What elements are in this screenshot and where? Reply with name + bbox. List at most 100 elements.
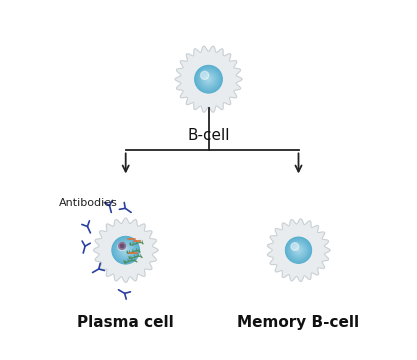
Circle shape — [120, 245, 131, 256]
Circle shape — [115, 240, 136, 261]
Circle shape — [125, 249, 127, 251]
Circle shape — [116, 240, 136, 260]
Polygon shape — [267, 219, 330, 282]
Circle shape — [289, 240, 309, 260]
Circle shape — [205, 76, 212, 82]
Circle shape — [298, 250, 299, 251]
Circle shape — [119, 243, 133, 257]
Circle shape — [289, 241, 308, 260]
Circle shape — [290, 242, 307, 259]
Circle shape — [118, 242, 134, 258]
Polygon shape — [93, 218, 158, 282]
Circle shape — [121, 246, 130, 255]
Circle shape — [296, 247, 301, 253]
Circle shape — [291, 243, 305, 257]
Circle shape — [120, 244, 124, 248]
Circle shape — [200, 71, 217, 87]
Circle shape — [125, 250, 126, 251]
Circle shape — [203, 73, 214, 85]
Circle shape — [296, 248, 301, 253]
Circle shape — [124, 249, 127, 252]
Circle shape — [291, 242, 306, 258]
Circle shape — [207, 78, 210, 81]
Circle shape — [123, 247, 128, 253]
Circle shape — [287, 239, 310, 261]
Circle shape — [114, 238, 138, 262]
Circle shape — [120, 244, 132, 256]
Circle shape — [202, 73, 215, 86]
Circle shape — [203, 74, 214, 85]
Circle shape — [195, 66, 222, 93]
Circle shape — [293, 245, 304, 255]
Circle shape — [121, 245, 131, 255]
Circle shape — [199, 70, 218, 88]
Circle shape — [117, 241, 135, 259]
Circle shape — [122, 246, 130, 254]
Circle shape — [115, 239, 137, 261]
Circle shape — [293, 244, 304, 256]
Circle shape — [203, 74, 214, 84]
Circle shape — [113, 238, 138, 263]
Circle shape — [204, 75, 213, 83]
Circle shape — [298, 249, 299, 251]
Circle shape — [291, 243, 299, 251]
Circle shape — [202, 72, 215, 86]
Circle shape — [123, 247, 129, 253]
Circle shape — [112, 237, 139, 264]
Circle shape — [286, 237, 311, 263]
Circle shape — [296, 248, 301, 252]
Circle shape — [289, 241, 308, 259]
Circle shape — [206, 77, 211, 81]
Circle shape — [124, 248, 128, 252]
Circle shape — [295, 247, 302, 254]
Circle shape — [297, 248, 300, 252]
Circle shape — [118, 242, 126, 249]
Polygon shape — [175, 46, 242, 112]
Circle shape — [291, 243, 306, 257]
Circle shape — [198, 68, 219, 90]
Circle shape — [286, 238, 311, 262]
Circle shape — [290, 242, 307, 258]
Circle shape — [117, 242, 134, 259]
Circle shape — [287, 239, 310, 262]
Circle shape — [201, 71, 209, 80]
Circle shape — [196, 67, 221, 92]
Circle shape — [197, 67, 220, 91]
Circle shape — [118, 242, 126, 251]
Text: Plasma cell: Plasma cell — [77, 315, 174, 330]
Circle shape — [208, 79, 209, 80]
Text: B-cell: B-cell — [187, 127, 230, 143]
Text: Memory B-cell: Memory B-cell — [237, 315, 359, 330]
Circle shape — [286, 238, 311, 263]
Circle shape — [118, 242, 133, 258]
Circle shape — [294, 246, 303, 255]
Circle shape — [198, 69, 219, 90]
Circle shape — [295, 246, 302, 254]
Circle shape — [288, 240, 309, 261]
Circle shape — [195, 66, 222, 93]
Circle shape — [207, 77, 210, 81]
Circle shape — [122, 247, 129, 254]
Circle shape — [114, 239, 137, 262]
Circle shape — [201, 71, 216, 87]
Circle shape — [116, 240, 135, 260]
Circle shape — [113, 237, 139, 264]
Circle shape — [208, 78, 209, 80]
Circle shape — [205, 76, 212, 83]
Circle shape — [292, 244, 304, 256]
Circle shape — [201, 72, 216, 86]
Circle shape — [292, 244, 305, 257]
Circle shape — [200, 71, 217, 88]
Text: Antibodies: Antibodies — [59, 198, 118, 208]
Circle shape — [196, 67, 221, 91]
Circle shape — [297, 249, 300, 252]
Circle shape — [198, 69, 219, 89]
Circle shape — [288, 239, 309, 261]
Circle shape — [123, 248, 128, 252]
Circle shape — [204, 75, 213, 84]
Circle shape — [119, 244, 132, 257]
Circle shape — [206, 76, 211, 82]
Circle shape — [199, 69, 218, 89]
Circle shape — [294, 246, 303, 255]
Circle shape — [118, 243, 133, 257]
